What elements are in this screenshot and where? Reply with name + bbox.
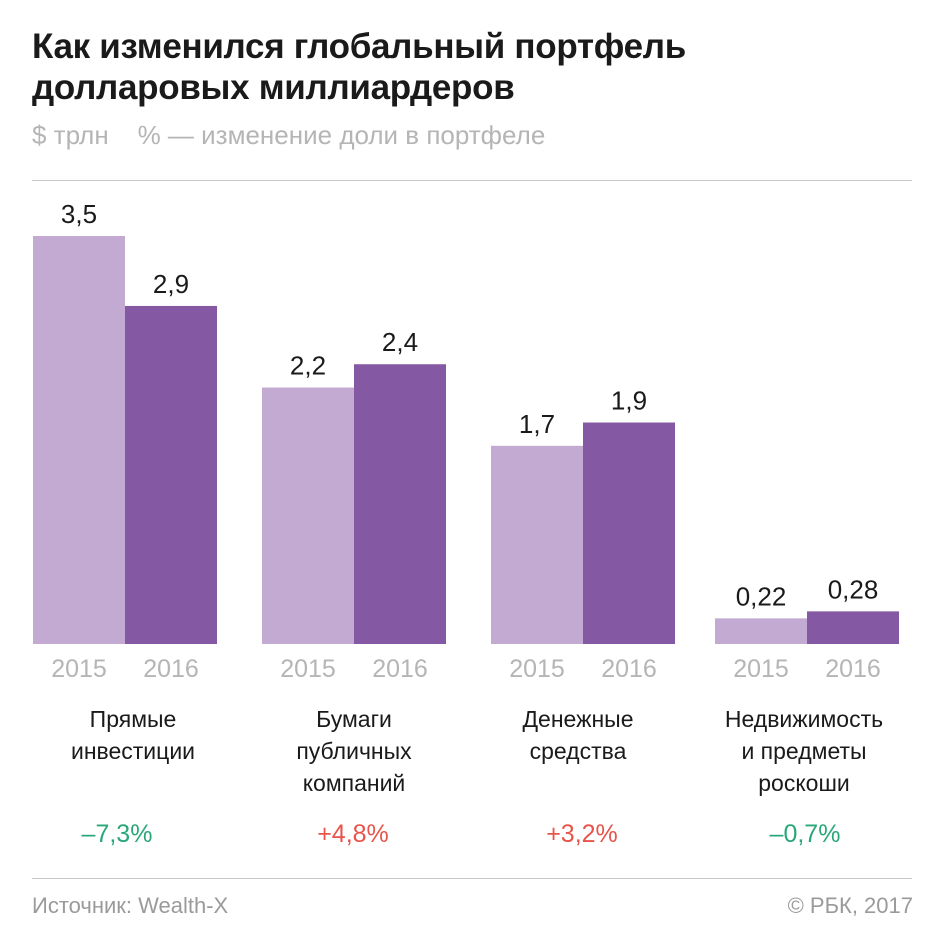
bar-direct-investments-2015 [33,236,125,644]
bar-cash-2015 [491,445,583,644]
year-label-cash-2016: 2016 [601,655,657,683]
bar-direct-investments-2016 [125,305,217,644]
chart-subtitle: $ трлн % — изменение доли в портфеле [32,120,546,150]
category-label-direct-investments: Прямые инвестиции [70,706,196,764]
category-label-cash: Денежные средства [522,706,634,764]
value-label-cash-2016: 1,9 [611,386,647,416]
value-label-direct-investments-2016: 2,9 [153,269,189,299]
change-direct-investments: –7,3% [81,820,153,848]
change-cash: +3,2% [546,820,618,848]
bar-public-equities-2015 [262,387,354,644]
value-label-real-estate-luxury-2016: 0,28 [828,574,879,604]
value-label-direct-investments-2015: 3,5 [61,199,97,229]
change-public-equities: +4,8% [317,820,389,848]
bar-real-estate-luxury-2016 [807,611,899,644]
copyright-note: © РБК, 2017 [787,893,913,918]
value-label-cash-2015: 1,7 [519,409,555,439]
year-label-real-estate-luxury-2016: 2016 [825,655,881,683]
year-label-cash-2015: 2015 [509,655,565,683]
value-label-real-estate-luxury-2015: 0,22 [736,581,787,611]
year-label-direct-investments-2016: 2016 [143,655,199,683]
year-label-public-equities-2016: 2016 [372,655,428,683]
bar-public-equities-2016 [354,364,446,644]
value-label-public-equities-2016: 2,4 [382,327,418,357]
year-label-public-equities-2015: 2015 [280,655,336,683]
change-real-estate-luxury: –0,7% [769,820,841,848]
bar-real-estate-luxury-2015 [715,618,807,644]
year-label-direct-investments-2015: 2015 [51,655,107,683]
value-label-public-equities-2015: 2,2 [290,351,326,381]
year-label-real-estate-luxury-2015: 2015 [733,655,789,683]
chart-title: Как изменился глобальный портфель доллар… [32,27,686,107]
top-divider [32,180,912,181]
source-note: Источник: Wealth-X [32,893,229,918]
category-label-public-equities: Бумаги публичных компаний [296,706,412,796]
category-label-real-estate-luxury: Недвижимость и предметы роскоши [724,706,884,796]
bar-chart: 3,5 2015 2,9 2016 2,2 2015 2,4 2016 1,7 2015 1,9 20… [33,199,899,683]
bottom-divider [32,878,912,879]
bar-cash-2016 [583,422,675,644]
